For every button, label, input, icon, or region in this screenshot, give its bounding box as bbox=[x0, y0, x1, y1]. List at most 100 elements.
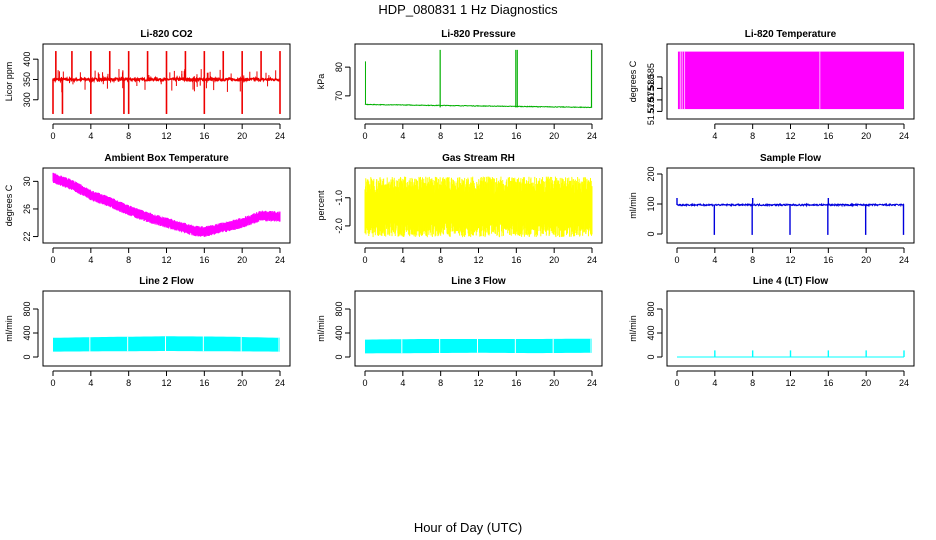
x-tick-label: 4 bbox=[712, 131, 717, 141]
flow-band bbox=[53, 336, 280, 352]
x-tick-label: 16 bbox=[511, 255, 521, 265]
x-tick-label: 0 bbox=[50, 378, 55, 388]
x-tick-label: 8 bbox=[750, 378, 755, 388]
y-tick-label: 51.580 bbox=[646, 75, 656, 103]
x-tick-label: 8 bbox=[438, 131, 443, 141]
y-axis-label: kPa bbox=[316, 74, 326, 90]
panel-5: 0 4 8 12 16 20 24 -2.0 -1.0 Gas Stream RH percent bbox=[316, 153, 603, 265]
x-axis: 0 4 8 12 16 20 24 bbox=[674, 370, 909, 388]
plot-area bbox=[677, 51, 904, 110]
panel-9: 0 4 8 12 16 20 24 0 400 800 Line 4 (LT) Flow ml/min bbox=[628, 276, 915, 388]
x-tick-label: 4 bbox=[400, 255, 405, 265]
x-tick-label: 24 bbox=[899, 255, 909, 265]
plot-area bbox=[53, 336, 280, 352]
plot-area bbox=[364, 176, 593, 238]
x-tick-label: 12 bbox=[473, 255, 483, 265]
y-tick-label: 0 bbox=[334, 354, 344, 359]
x-tick-label: 16 bbox=[199, 378, 209, 388]
x-tick-label: 0 bbox=[362, 255, 367, 265]
x-tick-label: 24 bbox=[587, 131, 597, 141]
plot-area bbox=[364, 49, 593, 109]
plot-frame bbox=[666, 43, 915, 120]
figure-xlabel: Hour of Day (UTC) bbox=[414, 520, 522, 535]
x-tick-label: 24 bbox=[587, 255, 597, 265]
x-tick-label: 24 bbox=[275, 131, 285, 141]
panel-title: Ambient Box Temperature bbox=[104, 153, 229, 164]
x-tick-label: 4 bbox=[88, 255, 93, 265]
plot-area bbox=[676, 198, 905, 235]
y-tick-label: 800 bbox=[334, 301, 344, 316]
plot-frame bbox=[42, 167, 291, 244]
x-tick-label: 20 bbox=[549, 378, 559, 388]
y-axis: 0 400 800 bbox=[334, 301, 351, 360]
x-tick-label: 24 bbox=[899, 131, 909, 141]
y-axis-label: ml/min bbox=[4, 315, 14, 342]
y-axis-label: percent bbox=[316, 190, 326, 221]
x-tick-label: 0 bbox=[50, 131, 55, 141]
x-tick-label: 20 bbox=[861, 131, 871, 141]
x-tick-label: 12 bbox=[785, 131, 795, 141]
y-tick-label: 400 bbox=[22, 325, 32, 340]
y-tick-label: 80 bbox=[334, 62, 344, 72]
x-tick-label: 16 bbox=[823, 378, 833, 388]
y-tick-label: 800 bbox=[22, 301, 32, 316]
y-tick-label: 70 bbox=[334, 91, 344, 101]
x-tick-label: 20 bbox=[237, 378, 247, 388]
series-sampleflow-trace bbox=[676, 202, 905, 208]
y-axis: 0 400 800 bbox=[646, 301, 663, 360]
y-tick-label: -2.0 bbox=[334, 218, 344, 234]
figure-title: HDP_080831 1 Hz Diagnostics bbox=[378, 2, 558, 17]
x-tick-label: 4 bbox=[88, 131, 93, 141]
y-tick-label: 0 bbox=[22, 354, 32, 359]
x-tick-label: 24 bbox=[275, 255, 285, 265]
y-tick-label: 800 bbox=[646, 301, 656, 316]
x-tick-label: 12 bbox=[785, 255, 795, 265]
panel-6: 0 4 8 12 16 20 24 0 100 200 Sample Flow ml/min bbox=[628, 153, 915, 265]
y-axis-label: ml/min bbox=[628, 315, 638, 342]
panel-title: Line 3 Flow bbox=[451, 276, 506, 287]
y-tick-label: 400 bbox=[334, 325, 344, 340]
x-tick-label: 20 bbox=[549, 255, 559, 265]
y-axis: 300 350 400 bbox=[22, 52, 39, 107]
x-tick-label: 12 bbox=[161, 131, 171, 141]
x-axis: 4 8 12 16 20 24 bbox=[712, 123, 909, 141]
x-tick-label: 8 bbox=[126, 378, 131, 388]
panel-title: Li-820 Temperature bbox=[745, 29, 837, 40]
x-tick-label: 16 bbox=[199, 131, 209, 141]
x-tick-label: 0 bbox=[674, 255, 679, 265]
x-tick-label: 12 bbox=[473, 378, 483, 388]
plot-frame bbox=[354, 167, 603, 244]
x-axis: 0 4 8 12 16 20 24 bbox=[362, 370, 597, 388]
panel-1: 0 4 8 12 16 20 24 300 350 400 Li-820 CO2 Licor ppm bbox=[4, 29, 291, 141]
panel-title: Li-820 CO2 bbox=[140, 29, 193, 40]
y-tick-label: 200 bbox=[646, 166, 656, 181]
x-tick-label: 20 bbox=[861, 378, 871, 388]
x-tick-label: 8 bbox=[750, 255, 755, 265]
y-tick-label: -1.0 bbox=[334, 190, 344, 206]
panel-title: Sample Flow bbox=[760, 153, 821, 164]
temperature-band bbox=[677, 51, 904, 110]
x-tick-label: 0 bbox=[674, 378, 679, 388]
y-axis: 22 26 30 bbox=[22, 176, 39, 242]
x-axis: 0 4 8 12 16 20 24 bbox=[362, 247, 597, 265]
x-axis: 0 4 8 12 16 20 24 bbox=[50, 370, 285, 388]
y-axis: 0 100 200 bbox=[646, 166, 663, 237]
x-tick-label: 4 bbox=[400, 378, 405, 388]
y-axis: 0 400 800 bbox=[22, 301, 39, 360]
x-axis: 0 4 8 12 16 20 24 bbox=[674, 247, 909, 265]
x-axis: 0 4 8 12 16 20 24 bbox=[50, 247, 285, 265]
y-axis: 70 80 bbox=[334, 62, 351, 101]
x-tick-label: 8 bbox=[750, 131, 755, 141]
x-tick-label: 12 bbox=[785, 378, 795, 388]
plot-frame bbox=[42, 290, 291, 367]
x-tick-label: 8 bbox=[126, 131, 131, 141]
y-tick-label: 51.585 bbox=[646, 63, 656, 91]
y-axis-label: degrees C bbox=[628, 60, 638, 102]
plot-frame bbox=[666, 167, 915, 244]
panel-4: 0 4 8 12 16 20 24 22 26 30 Ambient Box Temperature… bbox=[4, 153, 291, 265]
y-tick-label: 350 bbox=[22, 72, 32, 87]
plot-area bbox=[365, 338, 592, 354]
series-pressure-trace bbox=[364, 103, 593, 109]
y-tick-label: 22 bbox=[22, 232, 32, 242]
